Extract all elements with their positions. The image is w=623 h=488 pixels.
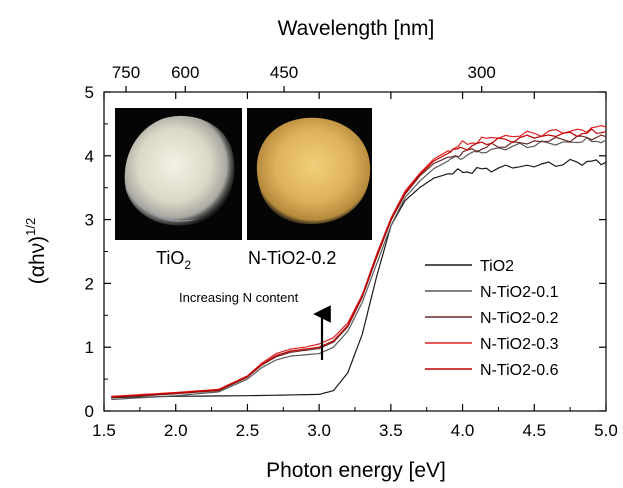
photo-tio2-caption-main: TiO <box>156 248 184 268</box>
photo-tio2-caption-sub: 2 <box>184 258 191 272</box>
legend-label: N-TiO2-0.6 <box>480 362 559 379</box>
top-tick-label: 300 <box>468 63 496 82</box>
top-tick-label: 600 <box>171 63 199 82</box>
x-axis-ticks: 1.5 2.0 2.5 3.0 3.5 4.0 4.5 5.0 <box>92 92 618 440</box>
photo-ntio2-caption: N-TiO2-0.2 <box>248 248 336 268</box>
svg-text:(αhν)1/2: (αhν)1/2 <box>23 218 49 284</box>
legend-label: N-TiO2-0.3 <box>480 336 559 353</box>
legend-label: N-TiO2-0.2 <box>480 310 559 327</box>
y-tick-label: 2 <box>85 274 94 293</box>
y-tick-label: 1 <box>85 338 94 357</box>
y-tick-label: 0 <box>85 402 94 421</box>
series-lines <box>111 124 607 401</box>
legend-label: N-TiO2-0.1 <box>480 284 559 301</box>
y-axis-title: (αhν)1/2 <box>23 218 49 284</box>
x-tick-label: 4.5 <box>522 421 546 440</box>
series-line-n-tio2-01 <box>111 136 607 401</box>
x-tick-label: 2.5 <box>236 421 260 440</box>
photo-ntio2-powder <box>256 117 371 225</box>
x-tick-label: 3.5 <box>379 421 403 440</box>
top-axis-ticks: 750 600 450 300 <box>112 63 496 92</box>
top-axis-title: Wavelength [nm] <box>278 17 435 40</box>
y-axis-title-sup: 1/2 <box>23 218 38 236</box>
y-axis-ticks: 0 1 2 3 4 5 <box>85 83 606 421</box>
y-tick-label: 4 <box>85 147 94 166</box>
x-tick-label: 1.5 <box>92 421 116 440</box>
x-tick-label: 5.0 <box>594 421 618 440</box>
x-tick-label: 2.0 <box>164 421 188 440</box>
series-line-n-tio2-06 <box>111 128 607 398</box>
top-tick-label: 450 <box>270 63 298 82</box>
x-axis-title: Photon energy [eV] <box>266 459 446 482</box>
x-tick-label: 4.0 <box>451 421 475 440</box>
y-axis-title-main: (αhν) <box>26 236 49 284</box>
top-tick-label: 750 <box>112 63 140 82</box>
increasing-n-annotation: Increasing N content <box>179 290 299 305</box>
photo-tio2-shadow <box>140 200 200 222</box>
photo-tio2 <box>115 108 242 240</box>
legend: TiO2 N-TiO2-0.1 N-TiO2-0.2 N-TiO2-0.3 N-TiO2… <box>425 258 559 379</box>
photo-ntio2 <box>247 108 372 240</box>
y-tick-label: 5 <box>85 83 94 102</box>
photo-tio2-powder <box>124 115 235 226</box>
photo-tio2-caption: TiO2 <box>156 248 191 272</box>
x-tick-label: 3.0 <box>307 421 331 440</box>
y-tick-label: 3 <box>85 211 94 230</box>
series-line-tio2 <box>111 158 607 399</box>
legend-label: TiO2 <box>480 258 514 275</box>
